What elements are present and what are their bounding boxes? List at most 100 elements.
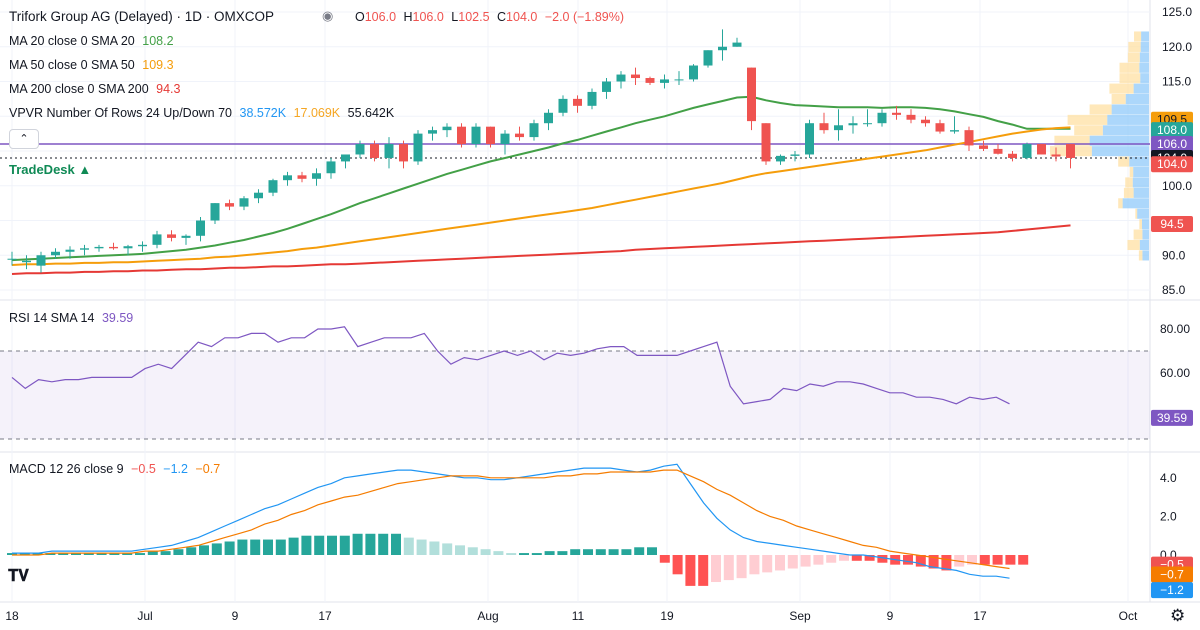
low-label: L xyxy=(451,10,459,24)
vp-up-bar xyxy=(1122,198,1149,209)
ma200-label: MA 200 close 0 SMA 200 xyxy=(9,82,149,96)
vp-up-bar xyxy=(1125,94,1149,105)
candle-body xyxy=(703,50,713,66)
candle-body xyxy=(384,144,394,158)
vp-down-bar xyxy=(1127,239,1140,251)
candle-body xyxy=(65,249,75,252)
vp-down-bar xyxy=(1109,83,1134,94)
vp-down-bar xyxy=(1111,94,1126,105)
macd-hist-bar xyxy=(211,543,222,555)
ma20-label: MA 20 close 0 SMA 20 xyxy=(9,34,135,48)
candle-body xyxy=(1037,144,1046,155)
macd-hist-bar xyxy=(96,553,107,555)
candle-body xyxy=(500,133,510,145)
vp-up-bar xyxy=(1133,166,1149,178)
macd-hist-bar xyxy=(903,555,913,565)
macd-hist-bar xyxy=(378,533,389,555)
price-axis-badge-label: 94.5 xyxy=(1160,217,1184,231)
tradingview-logo[interactable]: 𝐓𝐕 xyxy=(8,568,29,585)
brand-watermark: TradeDesk ▲ xyxy=(9,162,92,177)
macd-hist-bar xyxy=(698,555,709,586)
x-tick-label: 17 xyxy=(973,609,987,623)
macd-line xyxy=(12,463,1010,579)
vp-down-bar xyxy=(1067,114,1108,125)
macd-hist-bar xyxy=(570,549,581,555)
price-tick-label: 115.0 xyxy=(1162,75,1191,89)
gear-icon[interactable]: ⚙ xyxy=(1170,606,1186,625)
legend-vpvr[interactable]: VPVR Number Of Rows 24 Up/Down 70 38.572… xyxy=(9,106,398,120)
macd-hist-bar xyxy=(416,539,427,555)
legend-ma200[interactable]: MA 200 close 0 SMA 200 94.3 xyxy=(9,82,185,96)
macd-hist-bar xyxy=(967,555,977,565)
candle-body xyxy=(341,154,350,162)
vp-up-bar xyxy=(1091,146,1149,157)
candle-body xyxy=(51,251,60,256)
macd-hist-bar xyxy=(45,553,56,555)
macd-line xyxy=(12,469,1010,570)
eye-icon[interactable]: ◉ xyxy=(322,8,334,23)
candle-body xyxy=(747,67,756,122)
vp-up-bar xyxy=(1133,83,1149,94)
macd-hist-bar xyxy=(147,551,158,555)
x-tick-label: Sep xyxy=(789,609,811,623)
macd-hist-bar xyxy=(467,547,478,555)
x-tick-label: 19 xyxy=(660,609,674,623)
open-value: 106.0 xyxy=(364,10,397,24)
price-tick-label: 120.0 xyxy=(1162,40,1192,54)
candle-body xyxy=(529,123,539,138)
vp-down-bar xyxy=(1128,41,1141,52)
macd-hist-bar xyxy=(173,549,184,555)
macd-hist-bar xyxy=(199,545,209,555)
close-value: 104.0 xyxy=(506,10,538,24)
macd-axis-badge-label: −1.2 xyxy=(1160,583,1184,597)
candle-body xyxy=(486,126,495,145)
macd-hist-bar xyxy=(301,535,312,555)
macd-hist-bar xyxy=(557,551,568,555)
macd-hist-bar xyxy=(608,549,619,555)
vp-up-bar xyxy=(1141,219,1149,230)
macd-hist-bar xyxy=(186,547,197,555)
chevron-up-icon[interactable]: ⌃ xyxy=(9,129,39,149)
vp-up-bar xyxy=(1139,62,1149,73)
macd-hist-bar xyxy=(224,541,235,555)
vp-down-bar xyxy=(1127,52,1140,63)
vp-up-bar xyxy=(1107,114,1149,125)
x-tick-label: 18 xyxy=(5,609,19,623)
macd-hist-bar xyxy=(391,533,401,555)
x-tick-label: Aug xyxy=(477,609,498,623)
candle-body xyxy=(457,126,466,145)
macd-hist-bar xyxy=(992,555,1003,565)
candle-body xyxy=(471,126,481,145)
open-label: O xyxy=(355,10,365,24)
candle-body xyxy=(674,79,684,81)
macd-hist-value: −0.5 xyxy=(131,462,156,476)
vp-down-bar xyxy=(1118,156,1130,167)
macd-hist-bar xyxy=(314,535,325,555)
x-tick-label: 17 xyxy=(318,609,332,623)
candle-body xyxy=(950,130,959,132)
candle-body xyxy=(22,260,31,263)
vpvr-total-value: 55.642K xyxy=(347,106,395,120)
legend-ma20[interactable]: MA 20 close 0 SMA 20 108.2 xyxy=(9,34,178,48)
candle-body xyxy=(225,203,234,207)
legend-macd[interactable]: MACD 12 26 close 9 −0.5 −1.2 −0.7 xyxy=(9,462,224,476)
candle-body xyxy=(602,81,611,92)
ma-line xyxy=(11,126,1071,266)
candle-body xyxy=(892,112,901,115)
price-axis-badge-label: 106.0 xyxy=(1157,137,1187,151)
macd-hist-bar xyxy=(851,555,862,561)
legend-rsi[interactable]: RSI 14 SMA 14 39.59 xyxy=(9,311,137,325)
vp-down-bar xyxy=(1123,187,1134,198)
macd-hist-bar xyxy=(480,549,491,555)
candle-body xyxy=(805,123,814,155)
vp-down-bar xyxy=(1119,62,1140,73)
vp-up-bar xyxy=(1142,250,1149,261)
legend-ma50[interactable]: MA 50 close 0 SMA 50 109.3 xyxy=(9,58,178,72)
rsi-tick-label: 60.00 xyxy=(1160,366,1190,380)
rsi-value: 39.59 xyxy=(101,311,134,325)
macd-hist-bar xyxy=(864,555,875,561)
high-value: 106.0 xyxy=(412,10,444,24)
vp-up-bar xyxy=(1139,52,1149,63)
macd-hist-bar xyxy=(800,555,811,567)
